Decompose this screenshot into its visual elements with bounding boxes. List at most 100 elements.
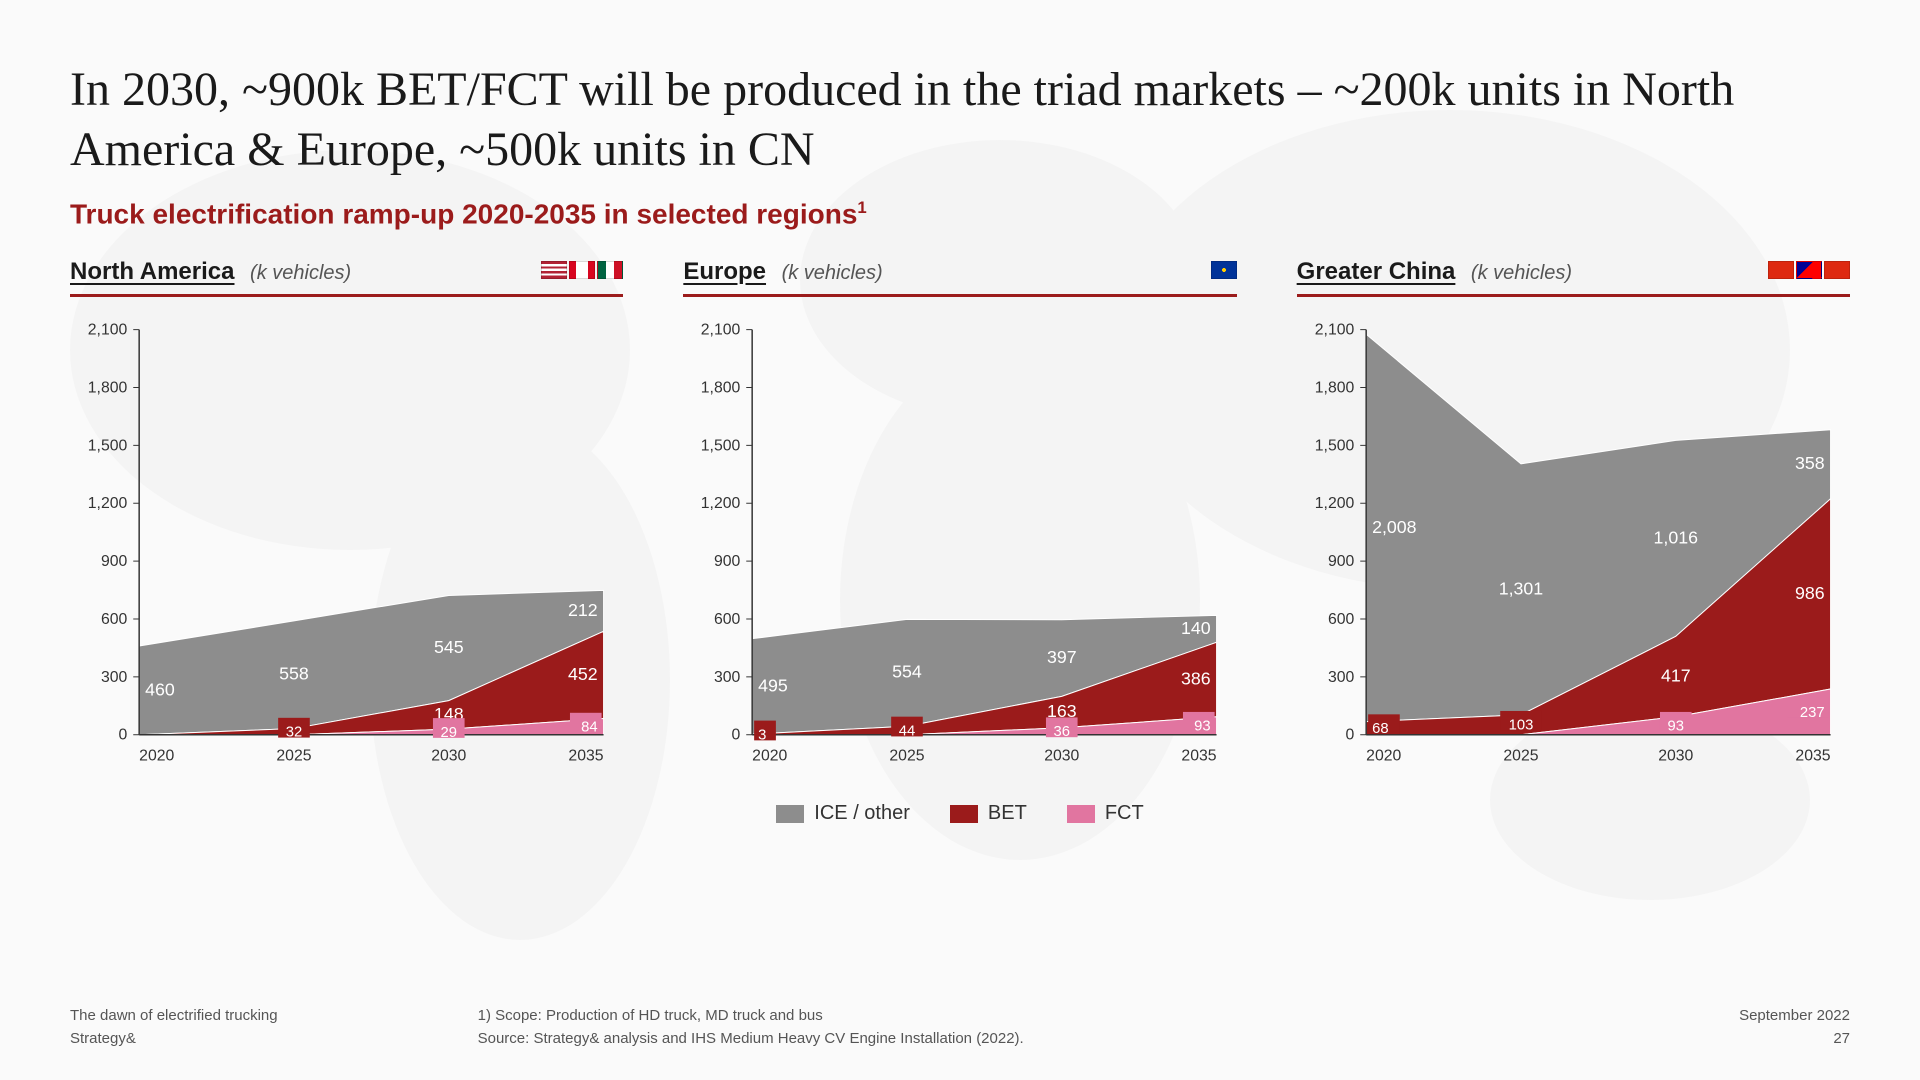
y-tick-label: 1,200 [1314,496,1354,513]
y-tick-label: 1,500 [701,438,741,455]
ca-flag-icon [569,261,595,279]
value-label-ice: 558 [279,664,309,684]
flag-cluster-na [541,261,623,279]
y-tick-label: 1,200 [701,496,741,513]
value-label-ice: 460 [145,680,175,700]
y-tick-label: 0 [119,727,128,744]
hk-flag-icon [1824,261,1850,279]
value-label-ice: 212 [568,600,598,620]
legend: ICE / other BET FCT [70,802,1850,825]
chart-svg-na: 03006009001,2001,5001,8002,1002020202520… [70,317,623,777]
chart-unit-cn: (k vehicles) [1465,262,1572,284]
value-label-bet: 68 [1372,721,1388,737]
value-label-ice: 495 [758,676,788,696]
x-tick-label: 2035 [568,748,603,765]
y-tick-label: 600 [1328,611,1355,628]
value-label-ice: 358 [1795,454,1825,474]
value-label-ice: 2,008 [1372,517,1417,537]
legend-swatch-bet [950,805,978,823]
tw-flag-icon [1796,261,1822,279]
value-label-fct: 93 [1667,719,1683,735]
legend-item-bet: BET [950,802,1027,825]
footer-left-line2: Strategy& [70,1028,278,1051]
x-tick-label: 2020 [139,748,174,765]
x-tick-label: 2035 [1182,748,1217,765]
charts-row: North America (k vehicles) 0 300 600 900 1,20… [70,258,1850,782]
y-tick-label: 1,800 [88,380,128,397]
chart-header-cn: Greater China (k vehicles) [1297,258,1850,297]
legend-label-bet: BET [988,802,1027,825]
footer-center-line2: Source: Strategy& analysis and IHS Mediu… [478,1028,1739,1051]
subtitle: Truck electrification ramp-up 2020-2035 … [70,198,1850,230]
legend-swatch-fct [1067,805,1095,823]
y-tick-label: 1,500 [1314,438,1354,455]
chart-unit-na: (k vehicles) [244,262,351,284]
value-label-bet: 452 [568,664,598,684]
value-label-fct: 237 [1800,705,1825,721]
chart-header-na: North America (k vehicles) [70,258,623,297]
y-tick-label: 300 [714,669,741,686]
footer-right-line2: 27 [1739,1028,1850,1051]
chart-panel-cn: Greater China (k vehicles)03006009001,20… [1297,258,1850,782]
us-flag-icon [541,261,567,279]
value-label-bet: 44 [899,724,915,740]
chart-svg-cn: 03006009001,2001,5001,8002,1002020202520… [1297,317,1850,777]
chart-unit-eu: (k vehicles) [776,262,883,284]
subtitle-text: Truck electrification ramp-up 2020-2035 … [70,198,857,229]
y-tick-label: 900 [714,553,741,570]
value-label-ice: 140 [1181,618,1211,638]
y-tick-label: 600 [101,611,128,628]
chart-panel-na: North America (k vehicles) 0 300 600 900 1,20… [70,258,623,782]
page-title: In 2030, ~900k BET/FCT will be produced … [70,60,1850,180]
legend-label-fct: FCT [1105,802,1144,825]
value-label-ice: 554 [892,662,922,682]
chart-title-na: North America [70,258,234,285]
y-tick-label: 2,100 [1314,322,1354,339]
value-label-bet: 103 [1508,718,1533,734]
x-tick-label: 2030 [1045,748,1080,765]
legend-item-fct: FCT [1067,802,1144,825]
footer: The dawn of electrified trucking Strateg… [70,1005,1850,1050]
y-tick-label: 1,500 [88,438,128,455]
y-tick-label: 900 [101,553,128,570]
chart-title-eu: Europe [683,258,766,285]
value-label-fct: 36 [1054,725,1070,741]
value-label-ice: 1,301 [1498,579,1543,599]
value-label-bet: 386 [1181,669,1211,689]
value-label-fct: 93 [1194,719,1210,735]
y-tick-label: 300 [1328,669,1355,686]
footer-center-line1: 1) Scope: Production of HD truck, MD tru… [478,1005,1739,1028]
value-label-ice: 1,016 [1653,528,1698,548]
x-tick-label: 2035 [1795,748,1830,765]
subtitle-sup: 1 [857,198,866,217]
y-tick-label: 900 [1328,553,1355,570]
y-tick-label: 1,800 [1314,380,1354,397]
chart-title-cn: Greater China [1297,258,1456,285]
y-tick-label: 1,200 [88,496,128,513]
y-tick-label: 2,100 [701,322,741,339]
footer-left-line1: The dawn of electrified trucking [70,1005,278,1028]
y-tick-label: 600 [714,611,741,628]
value-label-bet: 986 [1795,583,1825,603]
flag-cluster-cn [1768,261,1850,279]
x-tick-label: 2020 [752,748,787,765]
value-label-fct: 84 [581,720,597,736]
y-tick-label: 0 [732,727,741,744]
mx-flag-icon [597,261,623,279]
value-label-fct: 29 [441,725,457,741]
eu-flag-icon [1211,261,1237,279]
x-tick-label: 2025 [890,748,925,765]
flag-cluster-eu [1211,261,1237,279]
y-tick-label: 2,100 [88,322,128,339]
y-tick-label: 1,800 [701,380,741,397]
x-tick-label: 2025 [1503,748,1538,765]
legend-label-ice: ICE / other [814,802,910,825]
x-tick-label: 2030 [1658,748,1693,765]
footer-right-line1: September 2022 [1739,1005,1850,1028]
value-label-ice: 545 [434,637,464,657]
chart-svg-eu: 0 300 600 900 1,200 1,500 1,800 2,100 2020 2025 20… [683,317,1236,777]
chart-header-eu: Europe (k vehicles) [683,258,1236,297]
legend-swatch-ice [776,805,804,823]
y-tick-label: 300 [101,669,128,686]
value-label-bet: 3 [758,728,766,744]
